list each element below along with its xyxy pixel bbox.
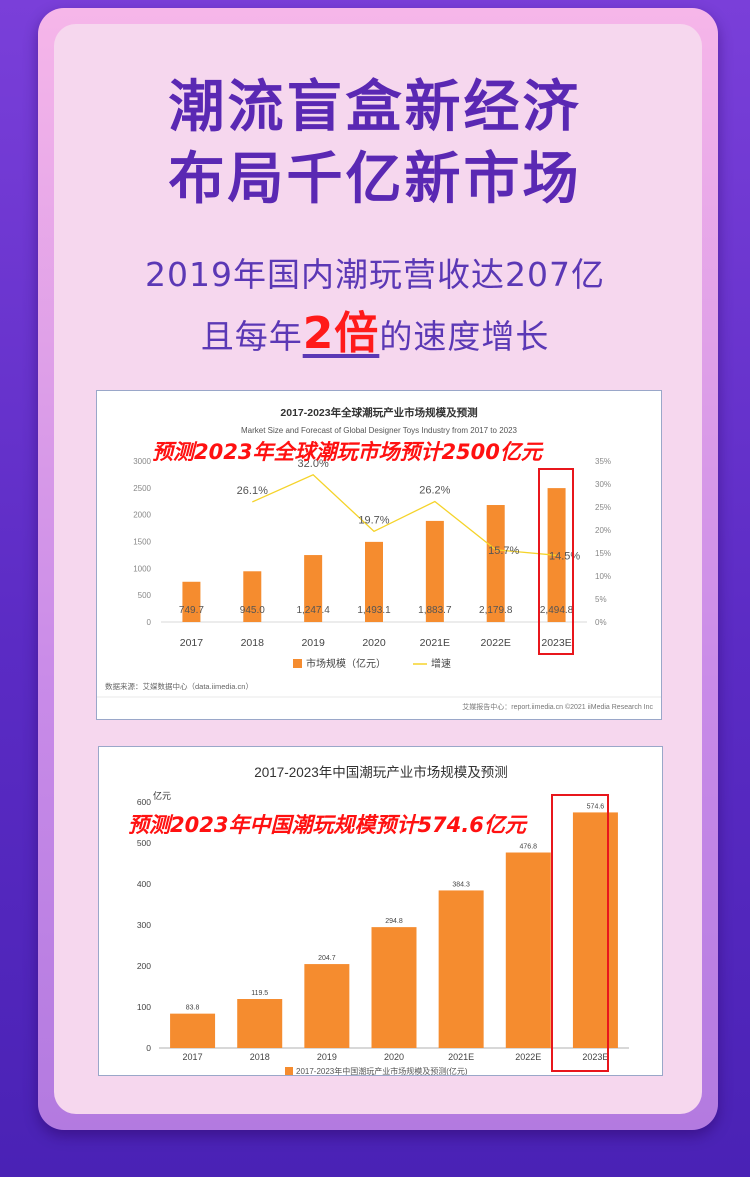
chart2-ylabel: 亿元 (153, 790, 171, 801)
bar (371, 927, 417, 1048)
chart2-title: 2017-2023年中国潮玩产业市场规模及预测 (254, 764, 508, 780)
bar-value-label: 574.6 (587, 803, 605, 810)
chart2-highlight-frame (551, 794, 609, 1072)
y-tick-label: 600 (137, 797, 151, 807)
chart2-highlight-text: 预测2023年中国潮玩规模预计574.6亿元 (128, 813, 526, 837)
china-chart: 2017-2023年中国潮玩产业市场规模及预测 亿元 0 100 200 300 400… (137, 764, 629, 1076)
bar (365, 541, 383, 622)
chart1-subtitle: Market Size and Forecast of Global Desig… (241, 426, 518, 435)
bar (182, 581, 201, 622)
growth-label: 15.7% (488, 545, 519, 557)
x-tick-label: 2018 (241, 637, 265, 649)
growth-label: 26.2% (419, 484, 450, 496)
bar-value-label: 1,247.4 (296, 605, 330, 616)
y2-tick-label: 0% (595, 618, 607, 627)
bar-value-label: 204.7 (318, 955, 336, 962)
y2-tick-label: 30% (595, 480, 611, 489)
bar (425, 520, 444, 622)
x-tick-label: 2019 (301, 637, 325, 649)
y-tick-label: 500 (137, 838, 151, 848)
legend-label: 2017-2023年中国潮玩产业市场规模及预测(亿元) (296, 1066, 468, 1075)
y-tick-label: 1000 (133, 564, 151, 573)
subtitle-post: 的速度增长 (379, 317, 550, 356)
y2-tick-label: 10% (595, 572, 611, 581)
y-tick-label: 0 (146, 1043, 151, 1053)
x-tick-label: 2020 (384, 1052, 404, 1062)
x-tick-label: 2017 (183, 1052, 203, 1062)
chart1-source-right: 艾媒报告中心：report.iimedia.cn ©2021 iiMedia R… (462, 702, 653, 711)
bar-value-label: 2,179.8 (479, 605, 513, 616)
x-tick-label: 2018 (250, 1052, 270, 1062)
bar (243, 571, 262, 622)
bar-value-label: 119.5 (251, 990, 268, 997)
bar-value-label: 2,494.8 (540, 605, 574, 616)
x-tick-label: 2022E (481, 637, 511, 649)
x-tick-label: 2023E (582, 1052, 608, 1062)
bar-value-label: 384.3 (452, 881, 470, 888)
x-tick-label: 2017 (180, 637, 204, 649)
title-line-2: 布局千亿新市场 (168, 147, 582, 212)
growth-line (252, 474, 557, 556)
chart1-legend: 市场规模（亿元） 增速 (293, 657, 451, 670)
bar (170, 1013, 216, 1048)
x-tick-label: 2021E (420, 637, 450, 649)
growth-label: 19.7% (358, 514, 389, 526)
growth-label: 26.1% (237, 485, 268, 497)
subtitle-pre: 且每年 (200, 317, 303, 356)
bar-value-label: 945.0 (240, 605, 265, 616)
y2-tick-label: 35% (595, 457, 611, 466)
title-line-1: 潮流盲盒新经济 (168, 75, 582, 140)
bar (304, 555, 323, 622)
y-tick-label: 2000 (133, 511, 151, 520)
bar (572, 812, 618, 1048)
chart2-legend: 2017-2023年中国潮玩产业市场规模及预测(亿元) (285, 1066, 468, 1076)
bar-value-label: 83.8 (186, 1005, 200, 1012)
y2-tick-label: 20% (595, 526, 611, 535)
chart1-highlight-frame (538, 468, 574, 655)
growth-label: 32.0% (298, 458, 329, 470)
y-tick-label: 3000 (133, 457, 151, 466)
bar (505, 852, 551, 1048)
legend-swatch (285, 1067, 293, 1075)
y-tick-label: 300 (137, 920, 151, 930)
bar-value-label: 749.7 (179, 605, 204, 616)
y-tick-label: 500 (138, 591, 152, 600)
y-tick-label: 1500 (133, 538, 151, 547)
global-chart: 2017-2023年全球潮玩产业市场规模及预测 Market Size and … (97, 406, 661, 711)
bar-value-label: 294.8 (385, 918, 403, 925)
x-tick-label: 2021E (448, 1052, 474, 1062)
chart1-highlight-text: 预测2023年全球潮玩市场预计2500亿元 (152, 440, 542, 464)
bar (304, 964, 350, 1048)
bar-value-label: 1,883.7 (418, 605, 452, 616)
chart1-source-left: 数据来源：艾媒数据中心（data.iimedia.cn） (105, 681, 253, 691)
y2-tick-label: 25% (595, 503, 611, 512)
x-tick-label: 2020 (362, 637, 386, 649)
subtitle-emphasis: 2倍 (302, 308, 380, 359)
y-tick-label: 0 (147, 618, 152, 627)
china-chart-panel: 2017-2023年中国潮玩产业市场规模及预测 亿元 0 100 200 300 400… (98, 746, 663, 1076)
bar (237, 999, 283, 1048)
y-tick-label: 2500 (133, 484, 151, 493)
y2-tick-label: 5% (595, 595, 607, 604)
bar-value-label: 476.8 (520, 844, 538, 851)
y2-tick-label: 15% (595, 549, 611, 558)
bar-value-label: 1,493.1 (357, 605, 391, 616)
legend-line-label: 增速 (431, 657, 451, 670)
bar (486, 505, 505, 622)
subtitle-line-2: 且每年2倍的速度增长 (0, 312, 750, 356)
y-tick-label: 100 (137, 1002, 151, 1012)
legend-bar-swatch (293, 659, 302, 668)
subtitle-line-1: 2019年国内潮玩营收达207亿 (145, 255, 605, 294)
bar (438, 890, 484, 1048)
y-tick-label: 400 (137, 879, 151, 889)
x-tick-label: 2019 (317, 1052, 337, 1062)
y-tick-label: 200 (137, 961, 151, 971)
x-tick-label: 2023E (541, 637, 571, 649)
legend-bar-label: 市场规模（亿元） (306, 657, 386, 670)
chart1-title: 2017-2023年全球潮玩产业市场规模及预测 (280, 406, 477, 419)
global-chart-panel: 2017-2023年全球潮玩产业市场规模及预测 Market Size and … (96, 390, 662, 720)
x-tick-label: 2022E (515, 1052, 541, 1062)
